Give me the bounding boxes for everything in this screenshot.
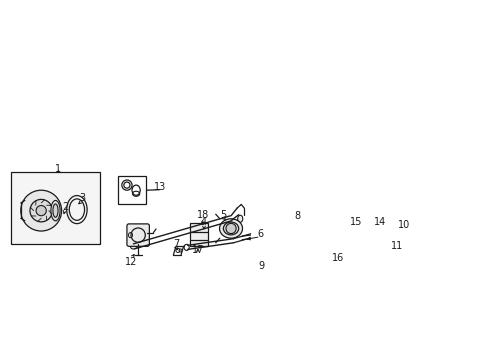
Bar (11, 172, 100, 244)
Text: 9: 9 (258, 261, 264, 271)
Ellipse shape (51, 201, 60, 221)
Ellipse shape (366, 221, 375, 233)
Circle shape (30, 199, 52, 222)
Ellipse shape (269, 242, 279, 249)
Circle shape (20, 190, 61, 231)
Ellipse shape (300, 234, 314, 244)
Text: 17: 17 (191, 246, 203, 256)
Ellipse shape (323, 247, 332, 258)
Text: 10: 10 (398, 220, 410, 230)
Text: 6: 6 (257, 229, 263, 239)
Ellipse shape (267, 240, 281, 251)
Text: 8: 8 (294, 211, 300, 221)
Text: 7: 7 (172, 239, 179, 249)
Text: 15: 15 (349, 217, 362, 228)
Ellipse shape (371, 239, 380, 244)
Text: 16: 16 (331, 253, 344, 262)
Ellipse shape (237, 215, 242, 222)
Text: 2: 2 (62, 202, 68, 212)
Text: 5: 5 (220, 210, 226, 220)
Ellipse shape (53, 204, 58, 217)
Bar (118, 176, 145, 204)
Text: 14: 14 (373, 217, 386, 228)
Ellipse shape (219, 219, 242, 238)
Circle shape (225, 223, 236, 234)
Text: 18: 18 (197, 210, 209, 220)
Ellipse shape (289, 224, 299, 233)
Ellipse shape (223, 222, 238, 235)
Ellipse shape (130, 244, 137, 249)
Bar (190, 223, 208, 246)
Text: 12: 12 (125, 257, 138, 267)
FancyBboxPatch shape (127, 224, 149, 246)
Ellipse shape (378, 223, 386, 234)
Circle shape (36, 206, 46, 216)
Ellipse shape (303, 236, 311, 242)
Text: 13: 13 (153, 182, 165, 192)
Text: 11: 11 (390, 241, 402, 251)
Text: 1: 1 (54, 164, 61, 174)
Text: 4: 4 (201, 217, 206, 227)
Ellipse shape (273, 226, 311, 257)
Text: 3: 3 (79, 193, 85, 203)
